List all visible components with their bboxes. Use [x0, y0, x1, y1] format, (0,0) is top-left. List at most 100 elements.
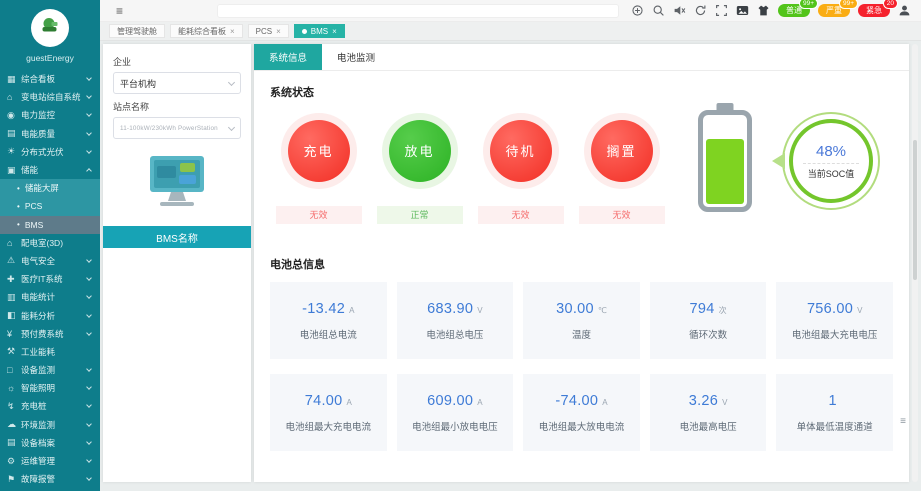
- device-monitor-icon: □: [7, 365, 13, 376]
- site-select-value: 11-100kW/230kWh PowerStation: [120, 124, 218, 132]
- sidebar-item-environment[interactable]: ☁ 环境监测: [0, 416, 100, 434]
- scrollbar-track[interactable]: [912, 44, 918, 482]
- tab-bms[interactable]: BMS ×: [293, 24, 345, 38]
- stat-card-cycle-count: 794 次 循环次数: [649, 282, 767, 359]
- sidebar-item-electrical-safety[interactable]: ⚠ 电气安全: [0, 252, 100, 270]
- power-monitor-icon: ◉: [7, 109, 15, 120]
- tab-pcs[interactable]: PCS ×: [247, 24, 289, 38]
- sidebar-item-substation[interactable]: ⌂ 变电站综自系统: [0, 88, 100, 106]
- topbar-search-input[interactable]: [217, 3, 620, 18]
- sidebar-item-label: 充电桩: [21, 401, 47, 412]
- stat-value: 609.00: [427, 392, 474, 409]
- search-icon[interactable]: [652, 4, 665, 17]
- stat-label: 电池组总电压: [426, 329, 484, 341]
- state-idle: 搁置 无效: [571, 112, 672, 224]
- stat-value: -13.42: [302, 300, 346, 317]
- soc-value: 48%: [815, 142, 847, 160]
- tab-energy-dashboard[interactable]: 能耗综合看板 ×: [170, 24, 243, 38]
- battery-cap: [716, 103, 734, 110]
- stat-label: 电池组最大放电电流: [538, 421, 625, 433]
- chevron-down-icon: [86, 129, 92, 136]
- close-icon[interactable]: ×: [230, 26, 235, 36]
- sidebar-item-prepaid[interactable]: ¥ 预付费系统: [0, 325, 100, 343]
- sidebar-item-analysis[interactable]: ◧ 能耗分析: [0, 306, 100, 324]
- tab-label: 管理驾驶舱: [117, 26, 157, 36]
- locate-icon[interactable]: [631, 4, 644, 17]
- close-icon[interactable]: ×: [332, 26, 337, 36]
- screenshot-icon[interactable]: [736, 4, 749, 17]
- sidebar-item-energy-storage[interactable]: ▣ 储能: [0, 161, 100, 179]
- sidebar-item-room-3d[interactable]: ⌂ 配电室(3D): [0, 234, 100, 252]
- alarm-severe-button[interactable]: 严重 99+: [818, 0, 858, 18]
- theme-shirt-icon[interactable]: [757, 4, 770, 17]
- sidebar-subitem-pcs[interactable]: • PCS: [0, 197, 100, 215]
- sidebar-item-charging-pile[interactable]: ↯ 充电桩: [0, 397, 100, 415]
- soc-pointer: [772, 153, 785, 169]
- standby-status-badge: 无效: [477, 205, 564, 224]
- refresh-icon[interactable]: [694, 4, 707, 17]
- sidebar-item-industry[interactable]: ⚒ 工业能耗: [0, 343, 100, 361]
- hamburger-menu-icon[interactable]: ≡: [116, 3, 124, 18]
- sidebar-item-label: 电气安全: [21, 255, 56, 266]
- topbar: ≡: [100, 0, 921, 22]
- main-column: ≡: [100, 0, 921, 491]
- sidebar-item-lighting[interactable]: ☼ 智能照明: [0, 379, 100, 397]
- idle-status-badge: 无效: [578, 205, 665, 224]
- tab-management-cockpit[interactable]: 管理驾驶舱: [109, 24, 165, 38]
- sidebar-item-fault-alarm[interactable]: ⚑ 故障报警: [0, 470, 100, 488]
- chevron-down-icon: [86, 148, 92, 154]
- company-select[interactable]: 平台机构: [113, 72, 241, 94]
- tab-system-info[interactable]: 系统信息: [254, 44, 323, 70]
- stat-card-total-current: -13.42 A 电池组总电流: [270, 282, 387, 359]
- sidebar-item-ops[interactable]: ⚙ 运维管理: [0, 452, 100, 470]
- alarm-normal-button[interactable]: 普通 99+: [778, 0, 818, 18]
- stat-value: 683.90: [427, 300, 474, 317]
- chevron-down-icon: [86, 293, 92, 300]
- close-icon[interactable]: ×: [276, 26, 281, 36]
- tab-label: PCS: [255, 26, 273, 36]
- scrollbar-thumb[interactable]: [913, 140, 917, 280]
- environment-icon: ☁: [7, 419, 16, 430]
- sidebar-item-label: 故障报警: [21, 474, 56, 485]
- bms-name-button[interactable]: BMS名称: [103, 226, 251, 248]
- stat-label: 电池组最大充电电流: [285, 421, 372, 433]
- sidebar-item-device-archive[interactable]: ▤ 设备档案: [0, 434, 100, 452]
- sidebar-item-device-monitor[interactable]: □ 设备监测: [0, 361, 100, 379]
- sidebar-subitem-bms[interactable]: • BMS: [0, 215, 100, 234]
- alarm-urgent-button[interactable]: 紧急 20: [858, 0, 898, 18]
- content-tabs: 系统信息 电池监测: [254, 44, 909, 71]
- device-archive-icon: ▤: [7, 437, 16, 448]
- stat-label: 电池最高电压: [679, 421, 737, 433]
- alarm-severe-label: 严重: [826, 5, 842, 15]
- tab-label: 能耗综合看板: [178, 26, 226, 36]
- sidebar-item-label: 电力监控: [21, 110, 56, 121]
- window-tabbar: 管理驾驶舱 能耗综合看板 × PCS × BMS ×: [100, 22, 921, 41]
- chevron-down-icon: [86, 384, 92, 391]
- charging-pile-icon: ↯: [7, 400, 15, 411]
- user-icon[interactable]: [898, 4, 911, 17]
- mute-icon[interactable]: [673, 4, 686, 17]
- sidebar-item-power-monitor[interactable]: ◉ 电力监控: [0, 106, 100, 124]
- sidebar-item-medical-it[interactable]: ✚ 医疗IT系统: [0, 270, 100, 288]
- more-icon[interactable]: ≡: [900, 416, 906, 427]
- sidebar-item-energy-stats[interactable]: ▥ 电能统计: [0, 288, 100, 306]
- chevron-up-icon: [86, 167, 92, 174]
- sidebar-item-pv[interactable]: ☀ 分布式光伏: [0, 143, 100, 161]
- sidebar-item-power-quality[interactable]: ▤ 电能质量: [0, 125, 100, 143]
- tab-battery-monitoring[interactable]: 电池监测: [337, 53, 376, 64]
- sidebar-item-dashboard[interactable]: ▦ 综合看板: [0, 70, 100, 88]
- state-discharge: 放电 正常: [369, 112, 470, 224]
- chevron-down-icon: [86, 275, 92, 281]
- sidebar-item-label: 储能: [21, 165, 39, 176]
- sidebar-subitem-storage-screen[interactable]: • 储能大屏: [0, 179, 100, 197]
- stat-label: 单体最低温度通道: [796, 421, 873, 433]
- site-select[interactable]: 11-100kW/230kWh PowerStation: [113, 117, 241, 139]
- chevron-down-icon: [86, 111, 92, 118]
- stat-value: 1: [828, 392, 837, 409]
- brand-logo-icon: [38, 14, 62, 43]
- fullscreen-icon[interactable]: [715, 4, 728, 17]
- soc-divider: [803, 162, 859, 164]
- computer-monitor-icon: [145, 156, 209, 213]
- state-halo: 充电: [280, 112, 357, 189]
